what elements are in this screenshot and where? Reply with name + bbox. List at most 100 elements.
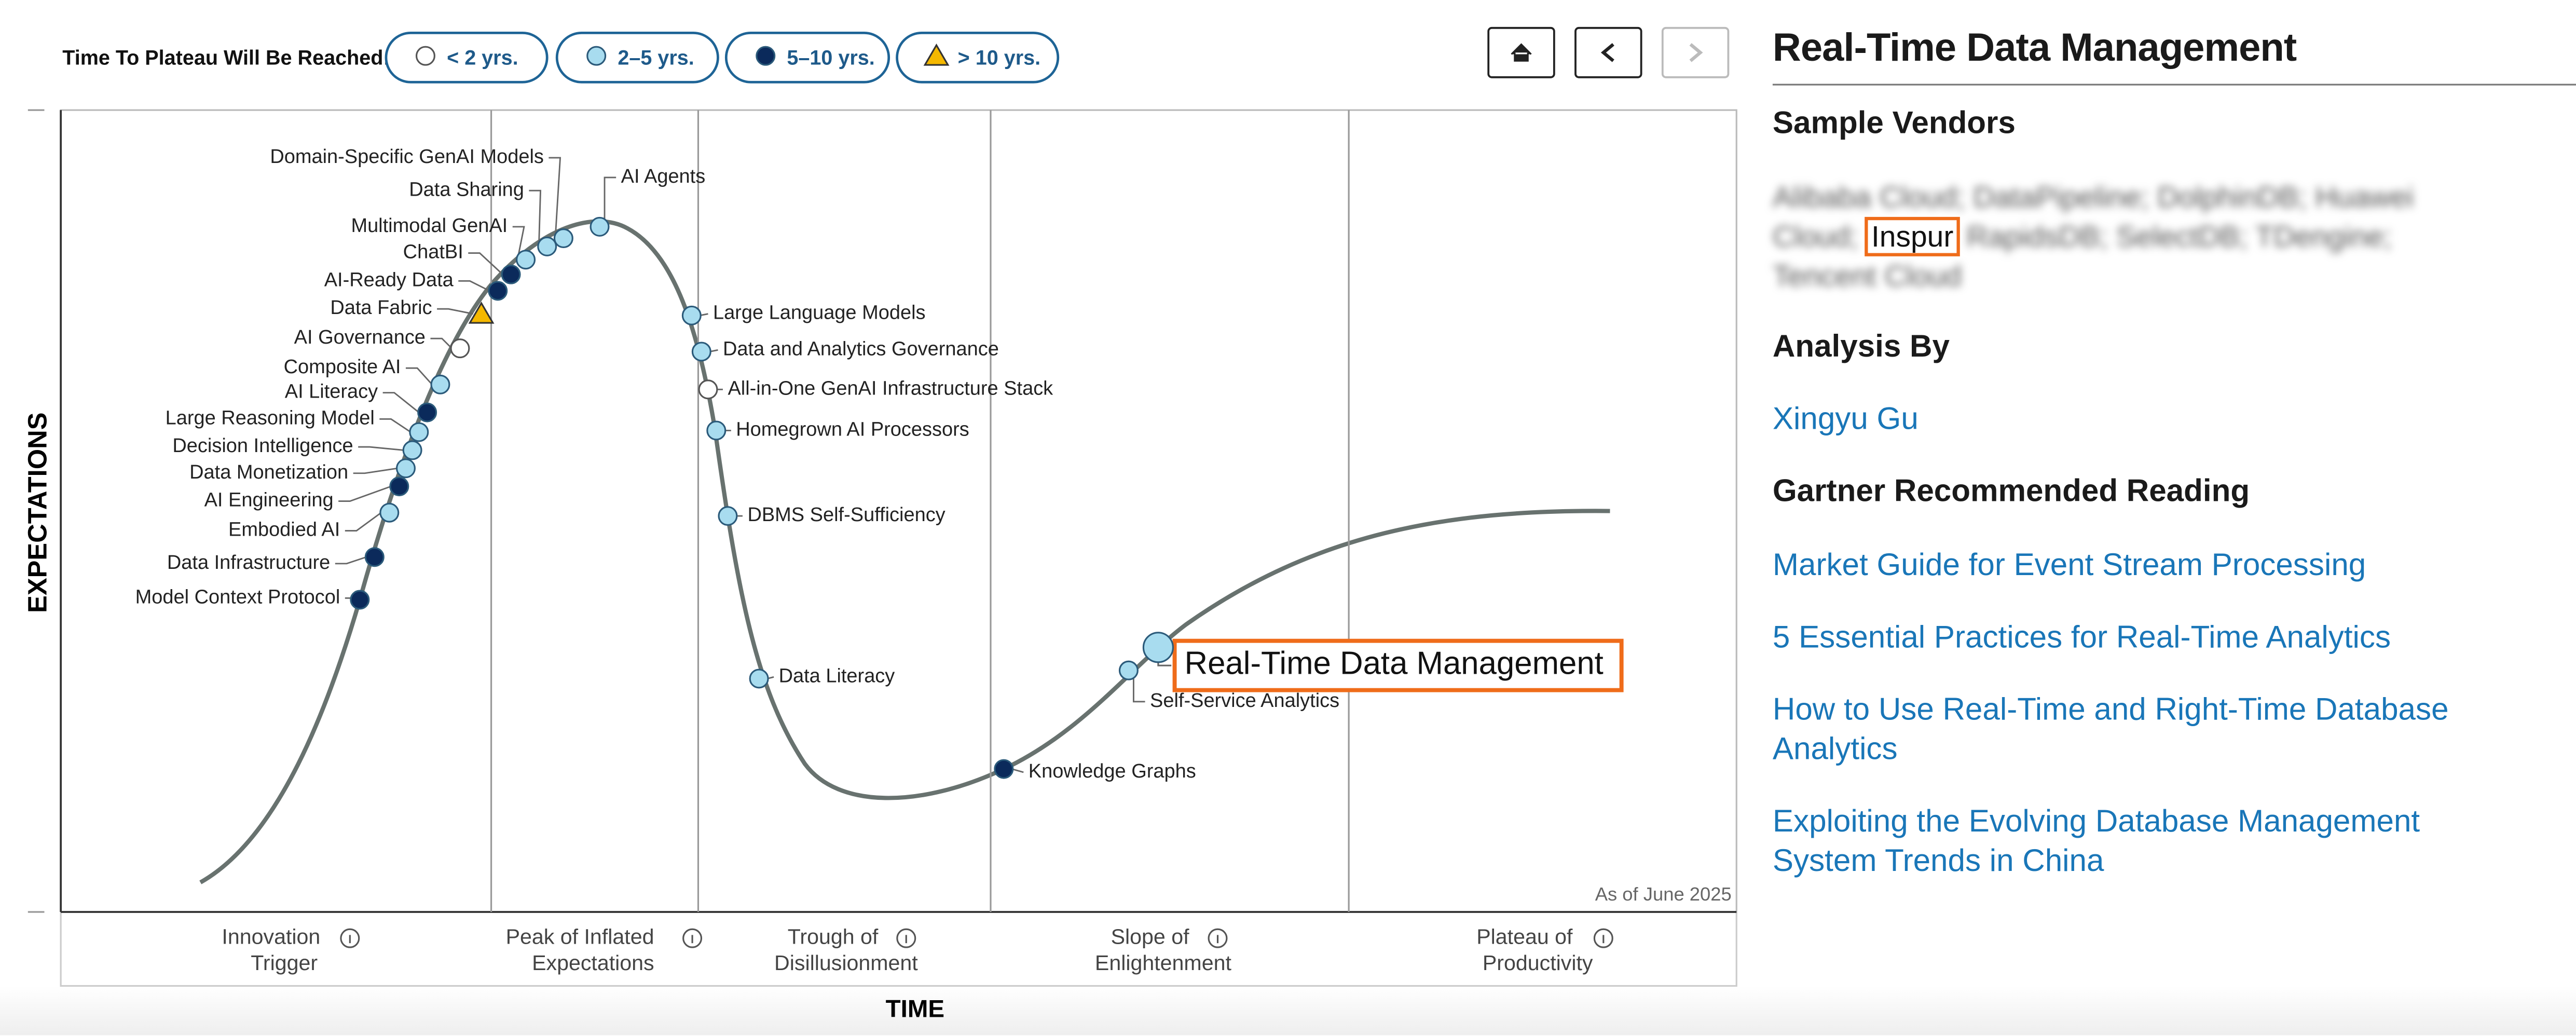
technology-label[interactable]: Data and Analytics Governance (723, 338, 999, 360)
phase-label: Trough of (788, 925, 879, 949)
technology-marker (1118, 660, 1139, 680)
technology-label[interactable]: AI Agents (621, 166, 706, 187)
reading-link[interactable]: 5 Essential Practices for Real-Time Anal… (1772, 621, 2391, 656)
legend-item[interactable]: < 2 yrs. (385, 31, 549, 84)
technology-label[interactable]: Domain-Specific GenAI Models (270, 146, 544, 168)
phase-label: Plateau of (1476, 925, 1573, 949)
info-icon[interactable] (896, 928, 916, 948)
info-circle (340, 928, 360, 948)
phase-label: Innovation (222, 925, 320, 949)
phase-label: Productivity (1483, 951, 1593, 975)
technology-label[interactable]: Data Monetization (189, 461, 348, 483)
technology-marker (501, 264, 521, 284)
as-of-note: As of June 2025 (1595, 883, 1732, 905)
info-circle (682, 928, 703, 948)
analyst-link[interactable]: Xingyu Gu (1772, 402, 1919, 438)
legend-marker (923, 43, 950, 66)
legend-label: < 2 yrs. (447, 46, 518, 69)
leader-line (604, 176, 616, 235)
technology-marker (698, 379, 718, 400)
phase-label: Slope of (1111, 925, 1190, 949)
legend-pill (385, 31, 549, 84)
technology-marker (379, 502, 400, 523)
technology-label[interactable]: ChatBI (403, 241, 463, 263)
technology-label[interactable]: Data Sharing (409, 179, 524, 200)
leader-line (405, 367, 433, 385)
leader-line (529, 189, 542, 247)
nav-forward[interactable] (1661, 26, 1730, 78)
legend-label: 2–5 yrs. (618, 46, 694, 69)
technology-marker (389, 476, 409, 497)
phase-label: Trigger (251, 951, 318, 975)
nav-back[interactable] (1574, 26, 1642, 78)
section-heading: Gartner Recommended Reading (1772, 474, 2250, 510)
technology-label[interactable]: Self-Service Analytics (1150, 690, 1339, 712)
leader-line (345, 512, 382, 531)
legend-marker (586, 46, 607, 66)
technology-marker (409, 422, 429, 442)
technology-label[interactable]: Data Fabric (330, 297, 432, 319)
phase-label: Expectations (532, 951, 654, 975)
y-axis-title: EXPECTATIONS (22, 413, 52, 613)
technology-marker (488, 281, 508, 301)
leader-line (430, 337, 453, 349)
leader-line (358, 446, 404, 451)
legend-item[interactable]: > 10 yrs. (896, 31, 1060, 84)
technology-label[interactable]: AI Engineering (204, 489, 334, 511)
technology-label[interactable]: Large Language Models (713, 302, 926, 324)
nav-home[interactable] (1487, 26, 1555, 78)
panel-title: Real-Time Data Management (1772, 26, 2297, 71)
technology-marker (681, 305, 702, 325)
info-icon[interactable] (682, 928, 703, 948)
technology-label[interactable]: Embodied AI (228, 519, 340, 541)
section-heading: Sample Vendors (1772, 106, 2016, 142)
technology-label[interactable]: AI Governance (294, 326, 426, 348)
vendor-list: Alibaba Cloud; DataPipeline; DolphinDB; … (1773, 178, 2496, 296)
reading-link[interactable]: How to Use Real-Time and Right-Time Data… (1772, 693, 2449, 768)
technology-label[interactable]: All-in-One GenAI Infrastructure Stack (728, 377, 1053, 399)
info-icon[interactable] (340, 928, 360, 948)
vendor-text: Alibaba Cloud; DataPipeline; DolphinDB; … (1772, 181, 2414, 253)
reading-link[interactable]: Exploiting the Evolving Database Managem… (1772, 805, 2420, 879)
info-icon[interactable] (1208, 928, 1228, 948)
technology-marker (749, 669, 769, 689)
info-circle (1593, 928, 1613, 948)
legend-pill (555, 31, 719, 84)
legend-marker (756, 46, 776, 66)
technology-label[interactable]: Homegrown AI Processors (736, 418, 969, 440)
hype-cycle: Time To Plateau Will Be Reached: EXPECTA… (22, 26, 1737, 1023)
vendor-highlight: Inspur (1865, 216, 1960, 256)
leader-line (437, 308, 474, 315)
technology-marker (1142, 632, 1174, 663)
technology-marker (537, 236, 557, 256)
legend-item[interactable]: 5–10 yrs. (724, 31, 890, 84)
technology-label[interactable]: Data Infrastructure (167, 552, 330, 574)
leader-line (338, 485, 391, 502)
plot-area (60, 109, 1737, 913)
technology-label[interactable]: Data Literacy (779, 665, 895, 687)
technology-marker (994, 759, 1014, 779)
technology-label[interactable]: Large Reasoning Model (166, 407, 375, 429)
info-icon[interactable] (1593, 928, 1613, 948)
leader-line (512, 226, 525, 260)
leader-line (458, 280, 490, 292)
leader-line (382, 392, 420, 413)
technology-label[interactable]: DBMS Self-Sufficiency (747, 504, 945, 526)
technology-marker (706, 420, 727, 441)
technology-label[interactable]: AI Literacy (285, 381, 378, 403)
technology-label[interactable]: AI-Ready Data (324, 269, 454, 291)
legend-pill (724, 31, 890, 84)
technology-label[interactable]: Real-Time Data Management (1185, 645, 1604, 681)
technology-marker (364, 547, 385, 567)
technology-label[interactable]: Composite AI (284, 356, 401, 378)
technology-label[interactable]: Decision Intelligence (172, 435, 353, 457)
leader-line (353, 467, 398, 474)
reading-link[interactable]: Market Guide for Event Stream Processing (1772, 549, 2366, 583)
info-circle (896, 928, 916, 948)
technology-label[interactable]: Multimodal GenAI (351, 215, 508, 237)
technology-label[interactable]: Knowledge Graphs (1029, 760, 1196, 782)
leader-line (468, 252, 503, 275)
technology-label[interactable]: Model Context Protocol (135, 586, 340, 608)
legend-item[interactable]: 2–5 yrs. (555, 31, 719, 84)
